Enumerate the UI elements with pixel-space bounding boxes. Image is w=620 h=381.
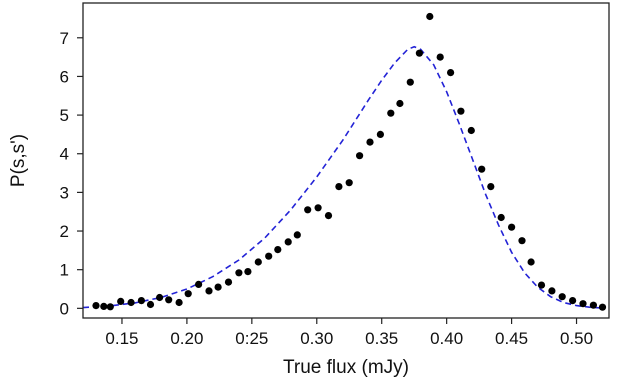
x-tick-label: 0.50 <box>560 329 593 348</box>
data-point <box>214 283 222 291</box>
data-point <box>235 269 243 277</box>
data-point <box>467 126 475 135</box>
data-point <box>274 246 282 254</box>
x-tick-label: 0.20 <box>170 329 203 348</box>
plot-frame <box>82 2 610 319</box>
data-point <box>324 212 333 220</box>
data-point <box>518 237 526 245</box>
y-tick-label: 2 <box>60 222 69 241</box>
data-point <box>156 293 164 302</box>
data-point <box>579 300 587 308</box>
data-point <box>335 183 343 191</box>
data-point <box>175 298 183 307</box>
data-point <box>345 179 353 187</box>
data-point <box>184 290 192 298</box>
data-point <box>244 268 252 276</box>
data-point <box>284 238 292 246</box>
y-axis-ticks: 0 1 2 3 4 5 6 7 <box>60 29 83 318</box>
data-point <box>537 281 546 289</box>
data-point <box>415 49 423 57</box>
y-tick-label: 5 <box>60 106 69 125</box>
data-point <box>396 99 404 108</box>
data-point <box>117 297 125 305</box>
x-tick-label: 0.30 <box>300 329 333 348</box>
data-point <box>137 297 145 305</box>
data-point <box>304 206 312 214</box>
data-point <box>436 53 444 61</box>
data-point <box>548 287 556 295</box>
x-tick-label: 0.40 <box>430 329 463 348</box>
data-point <box>224 278 233 286</box>
fit-curve <box>82 45 603 309</box>
data-points <box>92 12 607 311</box>
y-tick-label: 1 <box>60 261 69 280</box>
data-point <box>293 231 301 239</box>
data-point <box>366 138 374 146</box>
y-tick-label: 0 <box>60 299 69 318</box>
x-tick-label: 0.45 <box>495 329 528 348</box>
data-point <box>527 258 535 266</box>
y-axis-label: P(s,s') <box>8 134 29 187</box>
data-point <box>254 258 262 266</box>
y-tick-label: 7 <box>60 29 69 48</box>
data-point <box>487 183 495 191</box>
y-tick-label: 4 <box>60 145 69 164</box>
fit-curve-layer <box>82 45 603 309</box>
data-point <box>92 302 100 310</box>
x-tick-label: 0:25 <box>235 329 268 348</box>
data-point <box>457 107 465 115</box>
data-point <box>146 300 155 309</box>
data-point <box>387 109 395 117</box>
data-point <box>100 302 108 310</box>
data-point <box>497 213 505 222</box>
x-axis-label: True flux (mJy) <box>283 357 409 378</box>
x-tick-label: 0.15 <box>105 329 138 348</box>
data-point <box>406 78 414 86</box>
x-tick-label: 0.35 <box>365 329 398 348</box>
data-point <box>478 165 486 173</box>
data-point <box>426 12 434 21</box>
y-tick-label: 3 <box>60 183 69 202</box>
data-point <box>376 130 384 138</box>
y-tick-label: 6 <box>60 67 69 86</box>
data-point <box>447 69 455 77</box>
data-point <box>195 280 203 288</box>
data-point <box>558 293 566 301</box>
x-axis-ticks: 0.15 0.20 0:25 0.30 0.35 0.40 0.45 0.50 <box>105 318 593 348</box>
data-point <box>265 252 273 260</box>
data-point <box>106 303 114 311</box>
data-point <box>569 297 577 305</box>
data-point <box>508 223 516 231</box>
data-point <box>314 204 322 212</box>
data-point <box>165 296 173 304</box>
data-point <box>598 303 607 311</box>
data-point <box>589 301 598 309</box>
data-point <box>205 287 213 295</box>
data-point <box>127 298 135 307</box>
data-point <box>356 152 364 160</box>
